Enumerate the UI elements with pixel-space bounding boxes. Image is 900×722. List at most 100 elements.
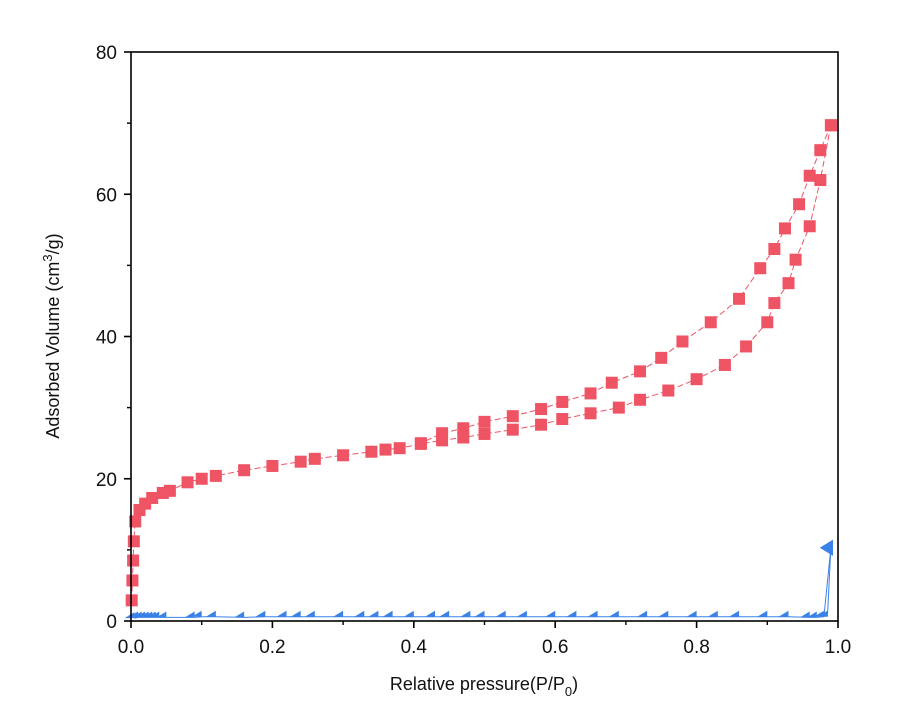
data-point (634, 393, 647, 406)
data-point (393, 442, 406, 455)
data-point (474, 610, 485, 617)
series-sample-adsorption (125, 119, 837, 607)
data-point (127, 535, 140, 548)
data-point (294, 455, 307, 468)
y-tick-label: 60 (96, 185, 117, 206)
y-tick-label: 80 (96, 43, 117, 64)
data-point (608, 610, 619, 617)
data-point (782, 277, 795, 290)
data-point (276, 610, 287, 617)
data-point (584, 387, 597, 400)
data-point (605, 376, 618, 389)
data-point (238, 464, 251, 477)
data-point (768, 297, 781, 310)
data-point (129, 515, 142, 528)
data-point (304, 610, 315, 617)
data-point (478, 415, 491, 428)
data-point (478, 427, 491, 440)
data-point (439, 610, 450, 617)
data-point (814, 174, 827, 187)
data-point (234, 611, 245, 618)
data-point (819, 539, 833, 556)
data-point (718, 358, 731, 371)
data-point (740, 340, 753, 353)
plot-frame (130, 51, 839, 622)
data-point (495, 610, 506, 617)
data-point (333, 610, 344, 617)
data-point (556, 395, 569, 408)
data-point (556, 413, 569, 426)
data-point (460, 610, 471, 617)
data-point (146, 491, 159, 504)
data-point (778, 222, 791, 235)
x-tick-label: 0.8 (683, 637, 709, 658)
data-point (382, 610, 393, 617)
data-point (761, 316, 774, 329)
data-point (209, 469, 222, 482)
data-point (414, 437, 427, 450)
data-point (793, 198, 806, 211)
y-axis-label: Adsorbed Volume (cm3/g) (40, 233, 63, 438)
x-tick-label: 0.6 (542, 637, 568, 658)
data-point (535, 418, 548, 431)
data-point (757, 610, 768, 617)
x-tick-label: 1.0 (825, 637, 851, 658)
axes: 0.0 0.2 0.4 0.6 0.8 1.0 0 20 40 60 80 (96, 43, 851, 658)
series-sample-desorption (414, 119, 837, 450)
data-point (195, 472, 208, 485)
y-tick-label: 0 (106, 612, 117, 633)
y-tick-label: 20 (96, 470, 117, 491)
data-point (506, 410, 519, 423)
data-point (690, 373, 703, 386)
data-point (545, 610, 556, 617)
data-marks (124, 119, 837, 619)
data-point (824, 119, 837, 132)
data-point (707, 610, 718, 617)
data-point (566, 610, 577, 617)
data-point (290, 610, 301, 617)
x-tick-label: 0.4 (401, 637, 428, 658)
data-point (729, 610, 740, 617)
data-point (403, 610, 414, 617)
data-point (506, 423, 519, 436)
series-line (826, 547, 832, 617)
data-point (184, 611, 195, 618)
data-point (733, 292, 746, 305)
data-point (181, 476, 194, 489)
data-point (803, 220, 816, 233)
series-reference-adsorption (124, 539, 833, 619)
data-point (658, 610, 669, 617)
data-point (255, 610, 266, 617)
x-tick-label: 0.2 (259, 637, 285, 658)
series-line (420, 125, 832, 444)
data-point (584, 407, 597, 420)
series-line (134, 547, 832, 619)
data-point (205, 610, 216, 617)
data-point (191, 610, 202, 617)
data-point (149, 611, 160, 618)
data-point (368, 610, 379, 617)
data-point (425, 610, 436, 617)
data-point (308, 452, 321, 465)
x-axis-label: Relative pressure(P/P0) (390, 674, 578, 699)
data-point (379, 443, 392, 456)
data-point (676, 335, 689, 348)
data-point (662, 384, 675, 397)
data-point (587, 610, 598, 617)
data-point (266, 459, 279, 472)
data-point (365, 445, 378, 458)
data-point (457, 422, 470, 435)
data-point (817, 610, 828, 617)
data-point (803, 169, 816, 182)
data-point (436, 427, 449, 440)
data-point (778, 610, 789, 617)
data-point (612, 401, 625, 414)
data-point (814, 144, 827, 157)
data-point (704, 316, 717, 329)
data-point (126, 574, 139, 587)
data-point (806, 611, 817, 618)
data-point (127, 554, 140, 567)
data-point (799, 611, 810, 618)
data-point (655, 351, 668, 364)
